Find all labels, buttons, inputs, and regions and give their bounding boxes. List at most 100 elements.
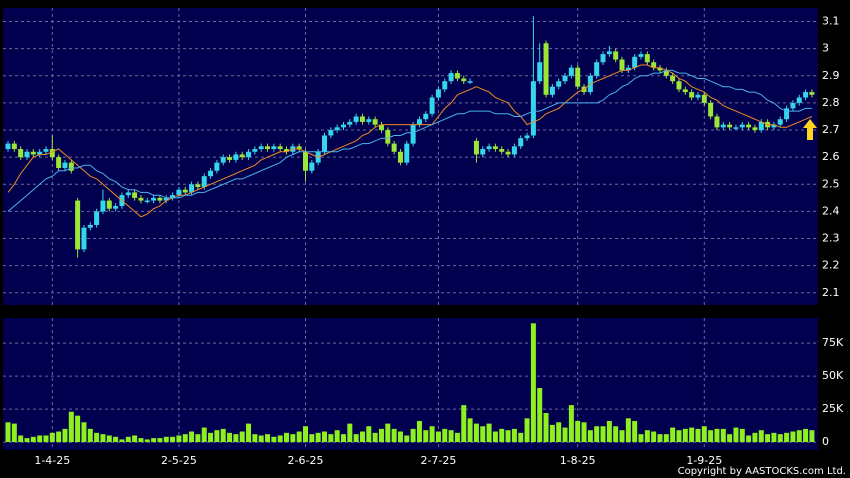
candle-body: [144, 200, 150, 203]
y-tick-label: 25K: [822, 402, 844, 415]
volume-bar: [100, 434, 106, 443]
candle-body: [30, 151, 36, 155]
candle-body: [562, 75, 568, 82]
candle-body: [708, 102, 714, 117]
y-tick-label: 2.6: [822, 150, 840, 163]
volume-bar: [233, 434, 239, 443]
candle-body: [473, 140, 479, 155]
volume-bar: [24, 438, 30, 443]
current-price-arrow: [803, 119, 817, 140]
volume-bar: [708, 430, 714, 443]
moving-average-line: [7, 69, 812, 212]
volume-bar: [81, 422, 87, 443]
candle-body: [372, 119, 378, 125]
volume-bar: [416, 420, 422, 443]
candle-body: [353, 116, 359, 122]
volume-bar: [347, 423, 353, 443]
volume-bar: [556, 422, 562, 443]
x-tick-label: 2-6-25: [288, 454, 324, 467]
volume-bar: [11, 423, 17, 443]
y-tick-label: 2.2: [822, 259, 840, 272]
price-panel: [3, 8, 818, 305]
volume-bar: [30, 436, 36, 443]
volume-bar: [195, 434, 201, 443]
candle-body: [385, 130, 391, 144]
candle-body: [49, 149, 55, 158]
x-tick-label: 1-8-25: [560, 454, 596, 467]
candle-body: [714, 116, 720, 128]
candle-body: [594, 62, 600, 76]
candle-body: [106, 200, 112, 209]
candle-body: [246, 151, 252, 158]
candle-body: [239, 154, 245, 158]
candle-body: [81, 227, 87, 250]
candle-body: [461, 78, 467, 82]
candle-body: [752, 127, 758, 131]
volume-bar: [391, 428, 397, 443]
volume-bar: [18, 435, 24, 443]
candle-body: [404, 143, 410, 163]
volume-bar: [480, 426, 486, 443]
volume-bar: [537, 387, 543, 443]
candle-body: [695, 94, 701, 98]
volume-bar: [397, 431, 403, 443]
volume-bar: [138, 438, 144, 443]
y-tick-label: 50K: [822, 369, 844, 382]
candle-body: [651, 62, 657, 68]
volume-bar: [511, 428, 517, 443]
candle-body: [189, 184, 195, 193]
volume-bar: [733, 427, 739, 443]
candle-body: [600, 54, 606, 63]
y-tick-label: 3: [822, 42, 829, 55]
volume-bar: [378, 428, 384, 443]
volume-bar: [492, 431, 498, 443]
volume-bar: [752, 432, 758, 443]
volume-bar: [271, 436, 277, 443]
volume-bar: [163, 436, 169, 443]
candle-body: [796, 97, 802, 103]
volume-bar: [277, 435, 283, 443]
candle-body: [549, 86, 555, 95]
candle-body: [454, 73, 460, 79]
candle-body: [328, 130, 334, 136]
copyright: Copyright by AASTOCKS.com Ltd.: [678, 466, 846, 477]
volume-bar: [670, 427, 676, 443]
candle-body: [435, 89, 441, 98]
candle-body: [24, 151, 30, 158]
volume-bar: [113, 436, 119, 443]
candle-body: [170, 195, 176, 198]
candle-body: [720, 124, 726, 128]
volume-bar: [625, 418, 631, 443]
candle-body: [511, 146, 517, 155]
volume-bar: [676, 430, 682, 443]
volume-bar: [132, 435, 138, 443]
volume-bar: [562, 427, 568, 443]
volume-bar: [340, 434, 346, 443]
x-tick-label: 2-5-25: [161, 454, 197, 467]
plot-layer: 2.1 2.2 2.3 2.4 2.5 2.6 2.7 2.8 2.9 3 3.1 1-4-25 2-5…: [3, 8, 844, 467]
candle-body: [416, 119, 422, 125]
candle-body: [606, 51, 612, 55]
volume-bar: [5, 422, 11, 443]
volume-bar: [689, 427, 695, 443]
candle-body: [309, 162, 315, 171]
candle-body: [296, 146, 302, 150]
volume-bar: [746, 435, 752, 443]
candle-body: [809, 92, 815, 95]
volume-bar: [771, 432, 777, 443]
x-tick-label: 2-7-25: [420, 454, 456, 467]
volume-bar: [587, 430, 593, 443]
candle-body: [220, 157, 226, 163]
candle-body: [252, 149, 258, 152]
candle-body: [530, 81, 536, 136]
candle-body: [18, 149, 24, 158]
candle-body: [176, 189, 182, 196]
candle-body: [543, 43, 549, 95]
volume-bar: [119, 439, 125, 443]
y-tick-label: 2.8: [822, 96, 840, 109]
candle-body: [492, 146, 498, 150]
candle-body: [625, 67, 631, 71]
volume-bar: [246, 423, 252, 443]
candle-body: [423, 113, 429, 120]
